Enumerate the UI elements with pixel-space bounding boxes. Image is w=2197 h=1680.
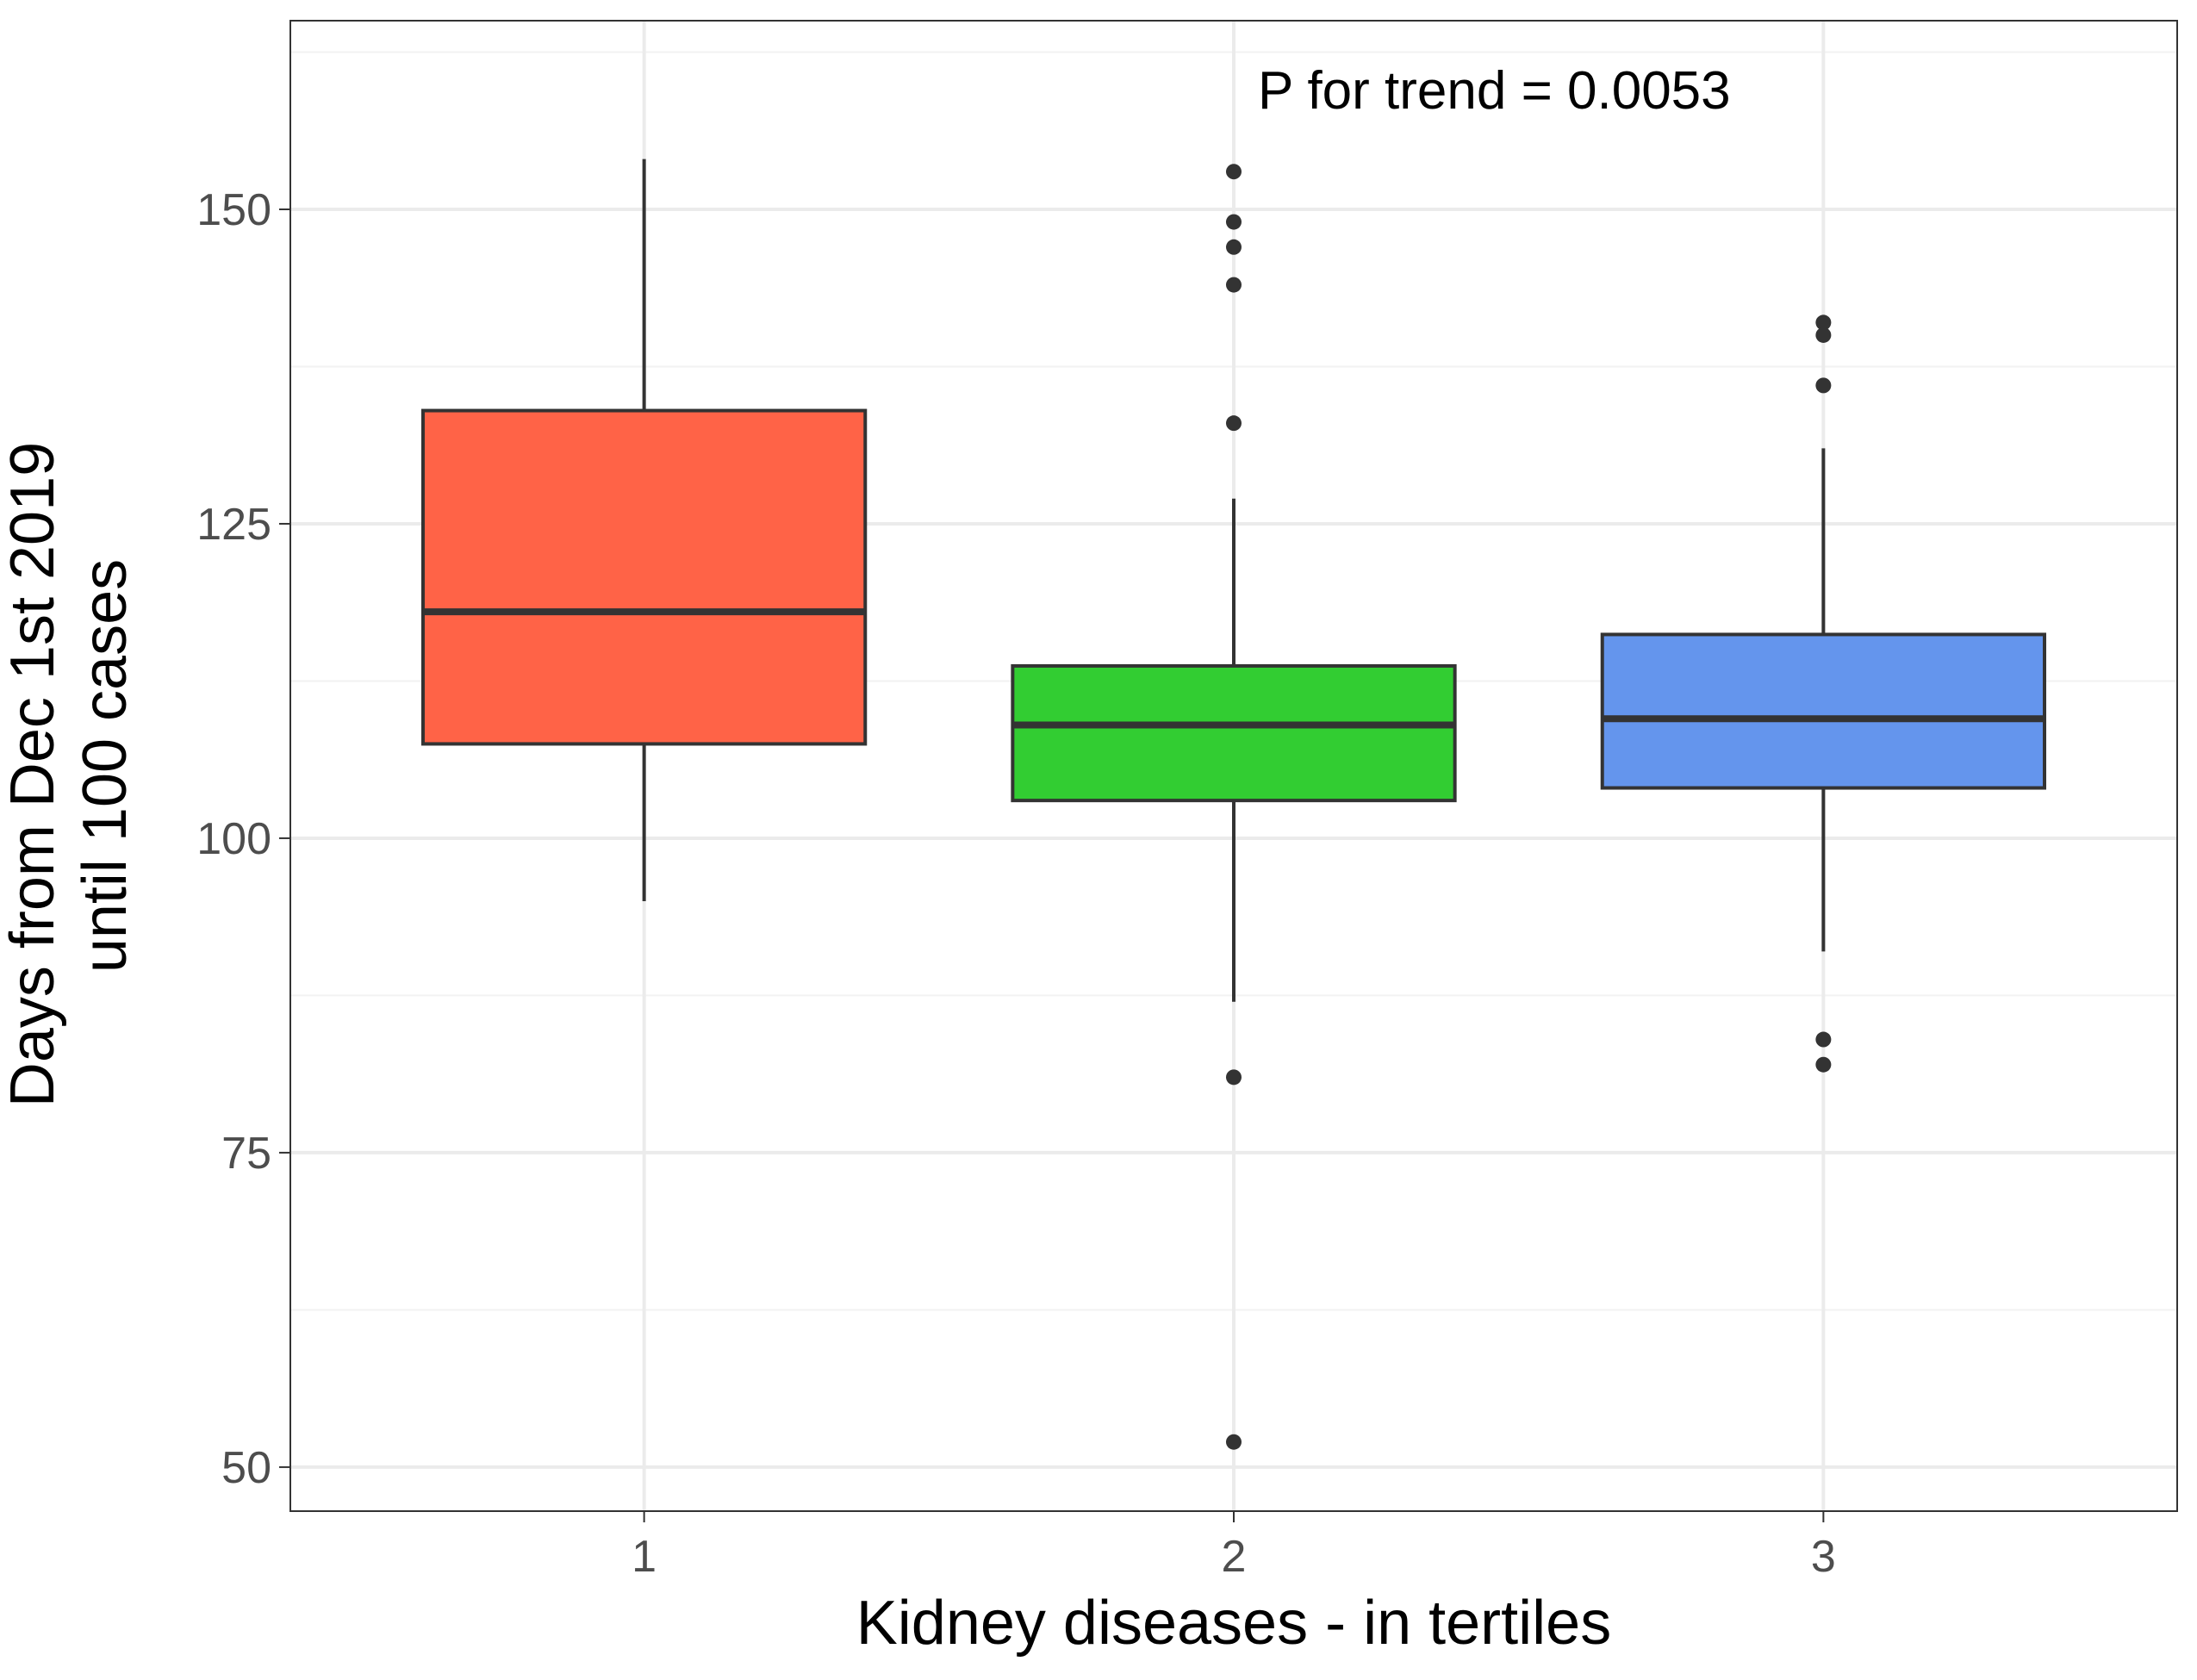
box-iqr <box>420 408 868 746</box>
x-tick-label: 2 <box>1222 1532 1247 1582</box>
outlier-point <box>1226 1434 1242 1450</box>
outlier-point <box>1815 377 1832 394</box>
outlier-point <box>1815 1031 1832 1048</box>
box-group-3 <box>1600 314 2047 1073</box>
y-axis-title-line-1: Days from Dec 1st 2019 <box>0 442 67 1107</box>
outlier-point <box>1815 314 1832 331</box>
outlier-point <box>1815 1056 1832 1073</box>
trend-annotation: P for trend = 0.0053 <box>1258 61 1731 121</box>
x-tick-label: 3 <box>1811 1532 1836 1582</box>
outlier-point <box>1226 415 1242 432</box>
outlier-point <box>1226 277 1242 293</box>
outlier-point <box>1226 214 1242 230</box>
box-group-1 <box>420 159 868 901</box>
y-tick-label: 100 <box>196 814 271 864</box>
y-axis-title-line-2: until 100 cases <box>71 559 140 973</box>
box-iqr <box>1600 632 2047 790</box>
y-axis: 50 75 100 125 150 <box>196 185 290 1493</box>
y-tick-label: 75 <box>221 1129 271 1179</box>
outlier-point <box>1226 1069 1242 1086</box>
y-tick-label: 125 <box>196 500 271 550</box>
box-group-2 <box>1011 164 1457 1450</box>
outlier-point <box>1226 239 1242 255</box>
y-tick-label: 50 <box>221 1443 271 1493</box>
boxes-layer <box>420 159 2047 1450</box>
x-axis: 1 2 3 <box>632 1511 1836 1582</box>
outlier-point <box>1815 327 1832 343</box>
y-tick-label: 150 <box>196 185 271 235</box>
outlier-point <box>1226 164 1242 180</box>
x-axis-title: Kidney diseases - in tertiles <box>856 1589 1611 1658</box>
y-axis-title: Days from Dec 1st 2019 until 100 cases <box>0 425 140 1107</box>
box-iqr <box>1011 663 1457 803</box>
x-tick-label: 1 <box>632 1532 657 1582</box>
